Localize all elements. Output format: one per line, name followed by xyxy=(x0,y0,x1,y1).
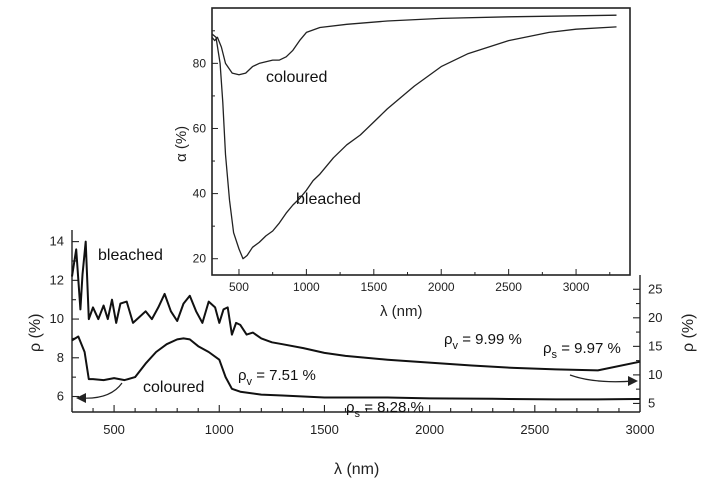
inset-y-tick-label: 40 xyxy=(193,187,207,201)
left-y-tick-label: 14 xyxy=(50,234,64,249)
inset-x-axis-title: λ (nm) xyxy=(380,303,423,320)
left-y-axis-title: ρ (%) xyxy=(27,314,44,352)
right-axis-arrow xyxy=(569,374,638,386)
inset-y-tick-label: 60 xyxy=(193,121,207,135)
inset-series-line-coloured xyxy=(211,14,617,76)
annotation-coloured: coloured xyxy=(143,379,204,396)
annotation-rho-v-bleached: ρv = 9.99 % xyxy=(444,331,522,352)
inset-x-tick-label: 1500 xyxy=(360,280,387,294)
main-x-tick-label: 1500 xyxy=(310,422,339,437)
inset-x-tick-label: 3000 xyxy=(563,280,590,294)
inset-x-tick-label: 2500 xyxy=(495,280,522,294)
inset-series-line-bleached xyxy=(211,26,617,260)
main-series xyxy=(71,240,641,401)
right-y-tick-label: 10 xyxy=(648,367,662,382)
main-x-tick-label: 2000 xyxy=(415,422,444,437)
main-ticks: 500 1000 1500 2000 2500 3000 6 8 10 12 14 5 10 15 20 25 xyxy=(50,234,663,437)
inset-chart: 500 1000 1500 2000 2500 3000 20 40 60 80 coloured… xyxy=(173,7,631,320)
main-x-tick-label: 3000 xyxy=(626,422,655,437)
inset-x-tick-label: 2000 xyxy=(428,280,455,294)
left-y-tick-label: 6 xyxy=(57,389,64,404)
series-line-coloured xyxy=(71,335,641,401)
inset-annotation-bleached: bleached xyxy=(296,191,361,208)
annotation-rho-s-coloured: ρs = 8.28 % xyxy=(346,399,424,420)
inset-frame xyxy=(211,7,631,276)
left-axis-arrow xyxy=(76,382,123,403)
inset-y-tick-label: 80 xyxy=(193,56,207,70)
left-y-tick-label: 12 xyxy=(50,272,64,287)
left-y-tick-label: 8 xyxy=(57,350,64,365)
inset-annotation-coloured: coloured xyxy=(266,69,327,86)
main-x-tick-label: 500 xyxy=(103,422,125,437)
inset-y-tick-label: 20 xyxy=(193,252,207,266)
inset-series xyxy=(211,14,617,260)
inset-y-axis-title: α (%) xyxy=(173,126,190,162)
left-y-tick-label: 10 xyxy=(50,311,64,326)
annotation-rho-s-bleached: ρs = 9.97 % xyxy=(543,340,621,361)
annotation-bleached: bleached xyxy=(98,247,163,264)
series-line-bleached xyxy=(71,240,641,372)
annotation-rho-v-coloured: ρv = 7.51 % xyxy=(238,367,316,388)
main-x-tick-label: 2500 xyxy=(520,422,549,437)
inset-x-tick-label: 500 xyxy=(229,280,249,294)
inset-x-tick-label: 1000 xyxy=(293,280,320,294)
main-x-tick-label: 1000 xyxy=(205,422,234,437)
right-y-tick-label: 20 xyxy=(648,310,662,325)
right-y-tick-label: 5 xyxy=(648,395,655,410)
inset-ticks: 500 1000 1500 2000 2500 3000 20 40 60 80 xyxy=(193,30,611,294)
main-x-axis-title: λ (nm) xyxy=(334,461,379,478)
right-y-tick-label: 15 xyxy=(648,338,662,353)
right-y-tick-label: 25 xyxy=(648,281,662,296)
right-y-axis-title: ρ (%) xyxy=(680,314,697,352)
